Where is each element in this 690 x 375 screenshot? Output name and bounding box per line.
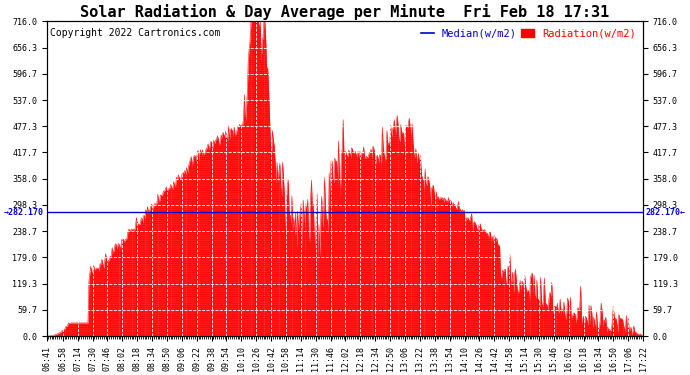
Text: →282.170: →282.170: [4, 207, 44, 216]
Legend: Median(w/m2), Radiation(w/m2): Median(w/m2), Radiation(w/m2): [419, 27, 638, 41]
Text: 282.170←: 282.170←: [646, 207, 686, 216]
Title: Solar Radiation & Day Average per Minute  Fri Feb 18 17:31: Solar Radiation & Day Average per Minute…: [80, 4, 610, 20]
Text: Copyright 2022 Cartronics.com: Copyright 2022 Cartronics.com: [50, 28, 220, 38]
